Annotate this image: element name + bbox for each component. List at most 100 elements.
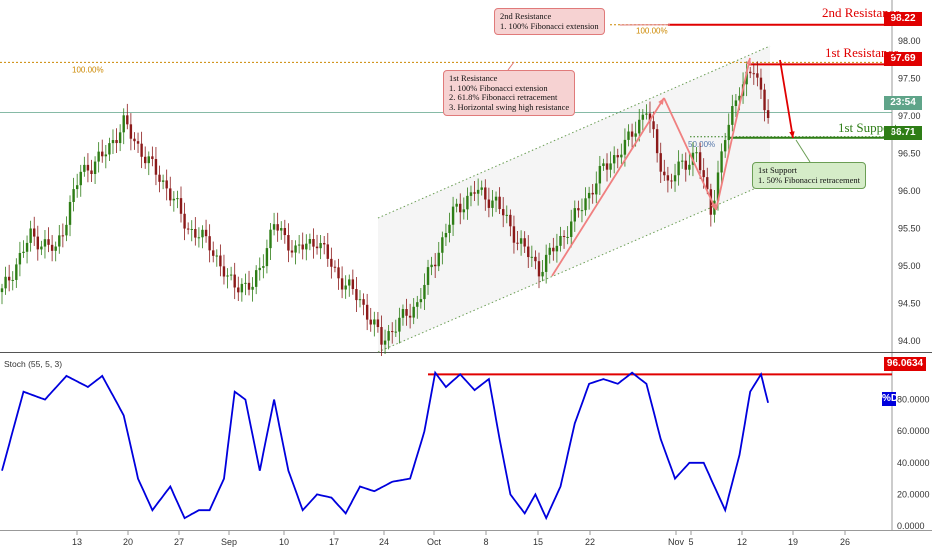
candle-body (545, 255, 547, 272)
candle-body (660, 153, 662, 172)
candle-body (248, 283, 250, 290)
candle-body (165, 180, 167, 188)
candle-body (97, 152, 99, 162)
candle-body (80, 172, 82, 185)
time-tick-label: 27 (174, 537, 184, 547)
candle-body (1, 288, 3, 292)
candle-body (280, 228, 282, 231)
candle-body (183, 214, 185, 229)
candle-body (330, 259, 332, 267)
candle-body (108, 143, 110, 154)
candle-body (244, 283, 246, 284)
candle-body (677, 162, 679, 176)
candle-body (377, 319, 379, 327)
candle-body (355, 289, 357, 300)
fib-label: 100.00% (636, 27, 668, 36)
candle-body (527, 247, 529, 258)
candle-body (8, 277, 10, 281)
candle-body (420, 299, 422, 302)
time-tick-label: 26 (840, 537, 850, 547)
candle-body (731, 106, 733, 125)
candle-body (201, 230, 203, 237)
candle-body (463, 209, 465, 212)
candle-body (520, 238, 522, 243)
time-tick-label: 5 (688, 537, 693, 547)
candle-body (405, 309, 407, 316)
candle-body (602, 163, 604, 166)
candle-body (241, 284, 243, 292)
osc-tick-label: 40.0000 (897, 458, 930, 468)
candle-body (133, 139, 135, 141)
candle-body (477, 190, 479, 194)
candle-body (51, 245, 53, 251)
candle-body (262, 266, 264, 268)
candle-body (276, 224, 278, 230)
candle-body (148, 156, 150, 163)
candle-body (695, 152, 697, 153)
candle-body (47, 239, 49, 245)
candle-body (12, 280, 14, 281)
candle-body (495, 197, 497, 201)
candle-body (294, 245, 296, 252)
candle-body (323, 243, 325, 244)
candle-body (62, 235, 64, 236)
candle-body (491, 201, 493, 208)
candle-body (255, 270, 257, 287)
current-price-tag: 23:54 (884, 96, 922, 110)
candle-body (223, 266, 225, 276)
candle-body (123, 115, 125, 132)
projection-arrow (780, 60, 793, 138)
candle-body (259, 268, 261, 270)
candle-body (266, 248, 268, 266)
candle-body (466, 196, 468, 209)
osc-tick-label: 0.0000 (897, 521, 925, 531)
time-tick-label: 13 (72, 537, 82, 547)
candle-body (151, 156, 153, 159)
candle-body (620, 155, 622, 158)
osc-tick-label: 60.0000 (897, 426, 930, 436)
candle-body (173, 199, 175, 201)
first-resistance-label: 1st Resistance (825, 45, 899, 61)
candle-body (298, 245, 300, 246)
candle-body (112, 140, 114, 143)
candle-body (445, 233, 447, 237)
candle-body (216, 256, 218, 257)
candle-body (484, 187, 486, 199)
candle-body (26, 243, 28, 252)
candle-body (158, 175, 160, 182)
candle-body (470, 192, 472, 196)
candle-body (94, 162, 96, 174)
candle-body (359, 299, 361, 300)
candle-body (387, 331, 389, 341)
price-tick-label: 98.00 (898, 36, 921, 46)
candle-body (756, 73, 758, 77)
candle-body (767, 110, 769, 118)
candle-body (352, 279, 354, 289)
candle-body (226, 275, 228, 276)
candle-body (319, 243, 321, 248)
candle-body (581, 210, 583, 211)
candle-body (674, 175, 676, 181)
candle-body (370, 320, 372, 325)
candle-body (652, 121, 654, 129)
candle-body (667, 175, 669, 180)
candle-body (413, 307, 415, 318)
candle-body (541, 272, 543, 276)
candle-body (402, 309, 404, 318)
osc-tick-label: 80.0000 (897, 395, 930, 405)
time-tick-label: 12 (737, 537, 747, 547)
candle-body (191, 229, 193, 230)
candle-body (29, 228, 31, 242)
price-tick-label: 97.00 (898, 111, 921, 121)
candle-body (574, 208, 576, 221)
candle-body (702, 170, 704, 177)
candle-body (119, 132, 121, 143)
stoch-line (2, 373, 768, 518)
candle-body (19, 253, 21, 264)
candle-body (291, 251, 293, 253)
candle-body (205, 230, 207, 236)
candle-body (559, 236, 561, 246)
candle-body (481, 187, 483, 189)
candle-body (140, 144, 142, 157)
candle-body (556, 246, 558, 252)
